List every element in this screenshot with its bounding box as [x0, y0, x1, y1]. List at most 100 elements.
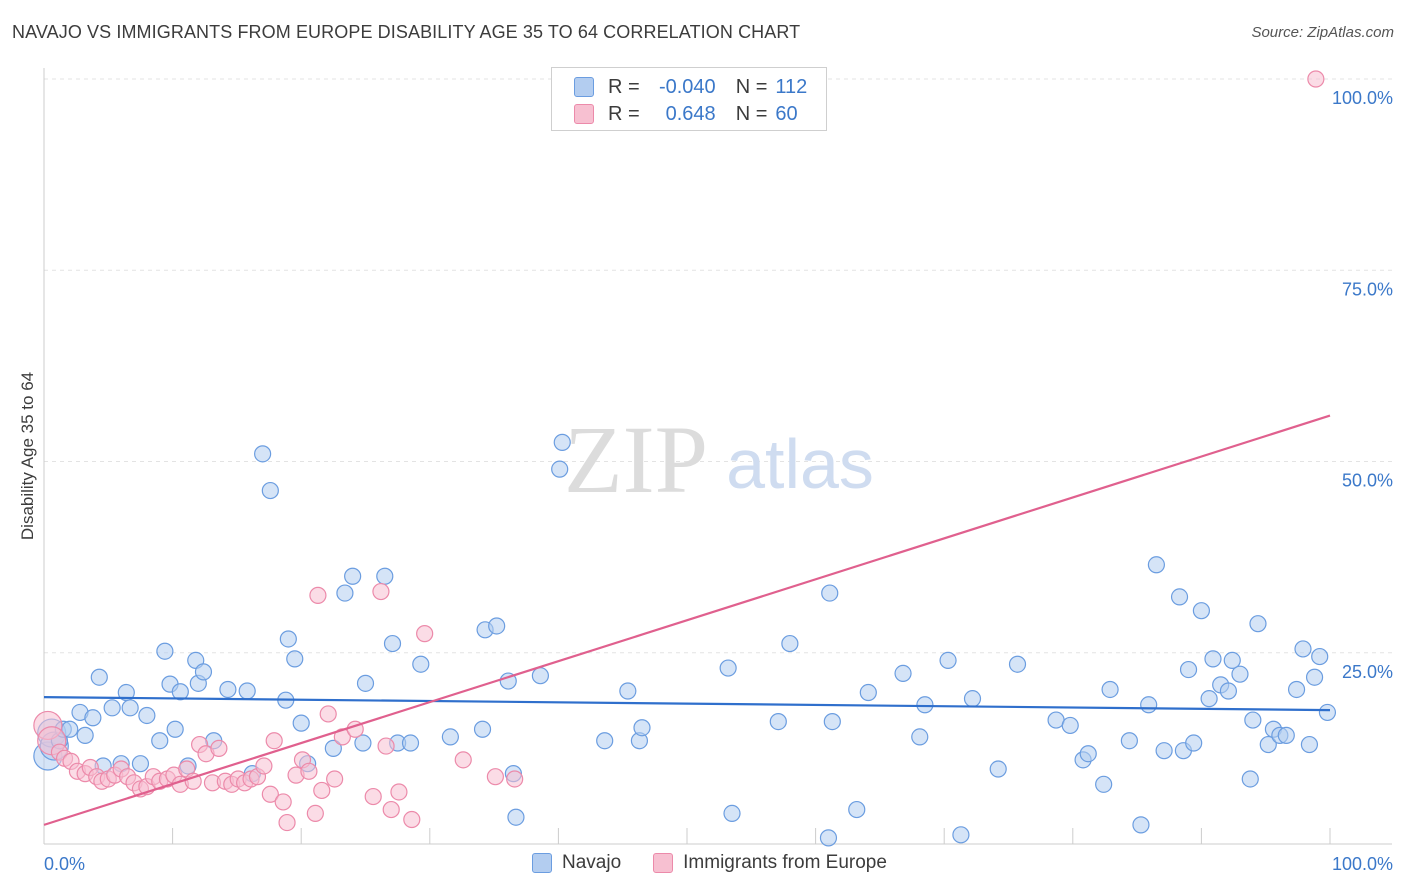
correlation-legend: R = -0.040 N = 112 R = 0.648 N = 60 [551, 67, 827, 131]
europe-point-56 [506, 770, 524, 788]
navajo-point-33 [279, 630, 297, 648]
n-label: N = [735, 75, 768, 98]
navajo-point-87 [1147, 556, 1165, 574]
navajo-point-86 [1140, 696, 1158, 714]
navajo-point-58 [619, 682, 637, 700]
navajo-point-85 [1132, 816, 1150, 834]
n-label: N = [735, 102, 768, 125]
navajo-point-38 [336, 584, 354, 602]
navajo-r-value: -0.040 [658, 75, 716, 98]
navajo-point-67 [823, 712, 841, 731]
series-legend: Navajo Immigrants from Europe [532, 852, 919, 874]
navajo-point-15 [131, 755, 150, 773]
navajo-point-30 [254, 445, 272, 463]
navajo-point-16 [138, 706, 156, 725]
navajo-point-40 [354, 734, 372, 752]
europe-point-35 [261, 785, 279, 803]
europe-point-38 [278, 813, 296, 832]
navajo-point-7 [76, 726, 94, 744]
navajo-point-83 [1101, 680, 1119, 699]
navajo-point-97 [1219, 682, 1238, 700]
navajo-point-62 [723, 804, 741, 823]
navajo-point-42 [376, 567, 394, 585]
navajo-point-45 [401, 734, 420, 752]
navajo-point-98 [1223, 651, 1241, 670]
navajo-point-109 [1300, 735, 1319, 754]
navajo-point-100 [1241, 770, 1259, 788]
navajo-n-value: 112 [775, 75, 808, 98]
europe-point-53 [416, 625, 434, 643]
source-label: Source: ZipAtlas.com [1251, 24, 1394, 41]
navajo-point-107 [1287, 680, 1306, 699]
navajo-point-21 [171, 683, 189, 701]
europe-point-36 [265, 732, 283, 750]
navajo-point-56 [551, 460, 569, 478]
navajo-swatch [574, 77, 594, 97]
navajo-point-35 [292, 714, 310, 732]
chart-title: NAVAJO VS IMMIGRANTS FROM EUROPE DISABIL… [12, 22, 801, 42]
europe-point-49 [377, 737, 395, 755]
europe-point-27 [210, 739, 228, 757]
legend-item-navajo: Navajo [532, 852, 621, 874]
navajo-point-77 [1008, 655, 1027, 673]
navajo-point-108 [1294, 640, 1312, 658]
europe-point-41 [300, 762, 318, 780]
navajo-point-57 [596, 732, 614, 750]
europe-swatch [574, 104, 594, 124]
legend-item-europe: Immigrants from Europe [653, 852, 887, 874]
navajo-point-75 [963, 690, 982, 708]
navajo-point-50 [488, 617, 506, 635]
europe-n-value: 60 [775, 102, 798, 125]
navajo-point-41 [356, 674, 375, 692]
europe-point-58 [372, 582, 390, 601]
navajo-point-94 [1200, 690, 1218, 708]
europe-point-48 [364, 787, 382, 806]
navajo-point-20 [166, 720, 184, 738]
navajo-point-54 [531, 667, 549, 685]
gridlines [44, 78, 1392, 654]
navajo-point-81 [1079, 745, 1097, 763]
navajo-point-92 [1185, 734, 1203, 752]
navajo-point-17 [151, 732, 169, 750]
x-tick-label-0: 0.0% [44, 854, 85, 874]
europe-point-37 [274, 793, 292, 811]
navajo-point-47 [441, 728, 459, 746]
navajo-point-55 [553, 433, 571, 451]
axes [43, 68, 1392, 845]
europe-point-57 [309, 586, 327, 604]
navajo-point-76 [989, 760, 1007, 778]
navajo-point-101 [1244, 711, 1262, 729]
navajo-point-63 [769, 712, 787, 731]
europe-point-45 [326, 770, 344, 788]
navajo-point-27 [219, 680, 237, 699]
navajo-point-88 [1155, 742, 1173, 760]
r-label: R = [608, 75, 640, 98]
navajo-point-46 [412, 655, 430, 673]
r-label: R = [608, 102, 640, 125]
navajo-point-11 [103, 699, 121, 717]
navajo-point-93 [1192, 602, 1211, 620]
europe-point-50 [382, 800, 400, 819]
navajo-point-95 [1204, 650, 1222, 668]
navajo-point-103 [1259, 735, 1277, 754]
navajo-point-34 [286, 650, 304, 668]
navajo-swatch [532, 853, 552, 873]
europe-point-51 [390, 783, 408, 801]
navajo-point-74 [952, 826, 970, 844]
legend-row-navajo: R = -0.040 N = 112 [574, 74, 807, 100]
y-tick-label-3: 100.0% [1332, 88, 1393, 108]
europe-point-34 [255, 757, 273, 775]
europe-point-52 [403, 810, 421, 829]
trend-lines [43, 414, 1331, 826]
navajo-point-37 [324, 739, 342, 757]
navajo-point-110 [1305, 668, 1324, 686]
navajo-trend-line [43, 696, 1331, 712]
navajo-point-102 [1249, 615, 1267, 633]
navajo-legend-label: Navajo [562, 852, 622, 873]
navajo-point-51 [499, 672, 517, 690]
watermark-zip: ZIP [564, 406, 708, 513]
navajo-point-111 [1311, 647, 1329, 666]
y-tick-label-0: 25.0% [1342, 662, 1393, 682]
navajo-point-60 [633, 719, 651, 737]
